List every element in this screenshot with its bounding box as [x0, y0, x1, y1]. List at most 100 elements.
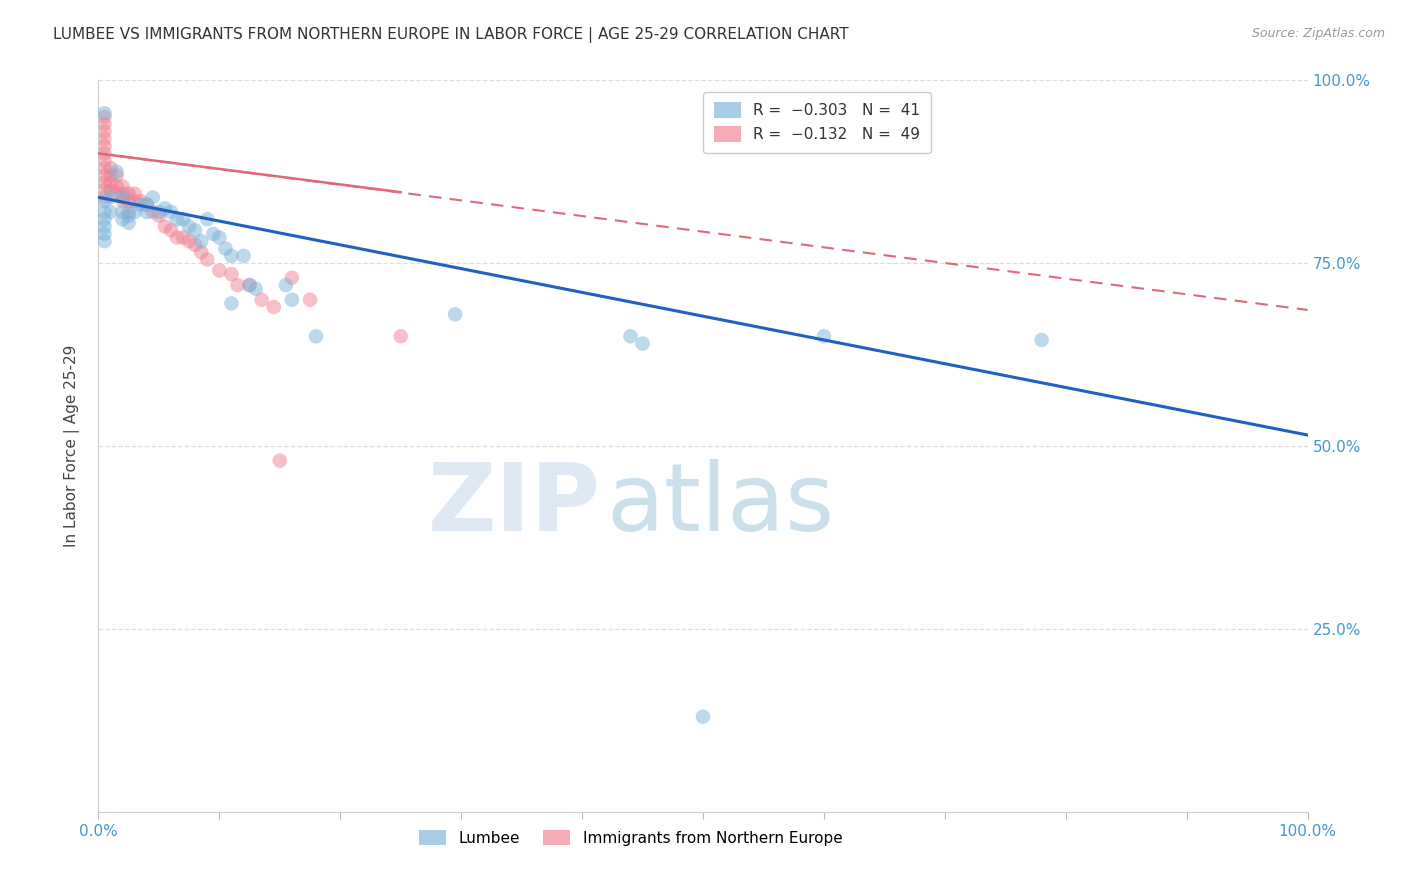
Point — [135, 197, 157, 211]
Point — [221, 267, 243, 281]
Text: atlas: atlas — [606, 458, 835, 550]
Point — [93, 106, 115, 120]
Point — [226, 278, 249, 293]
Point — [184, 223, 207, 237]
Point — [105, 179, 128, 194]
Point — [389, 329, 412, 343]
Legend: Lumbee, Immigrants from Northern Europe: Lumbee, Immigrants from Northern Europe — [412, 823, 848, 852]
Point — [153, 219, 176, 234]
Text: LUMBEE VS IMMIGRANTS FROM NORTHERN EUROPE IN LABOR FORCE | AGE 25-29 CORRELATION: LUMBEE VS IMMIGRANTS FROM NORTHERN EUROP… — [53, 27, 849, 43]
Point — [124, 205, 146, 219]
Point — [190, 245, 212, 260]
Point — [142, 205, 165, 219]
Point — [281, 293, 304, 307]
Point — [93, 146, 115, 161]
Point — [93, 153, 115, 168]
Point — [172, 212, 194, 227]
Point — [239, 278, 262, 293]
Y-axis label: In Labor Force | Age 25-29: In Labor Force | Age 25-29 — [63, 345, 80, 547]
Point — [100, 190, 122, 204]
Point — [263, 300, 285, 314]
Point — [444, 307, 467, 321]
Point — [124, 186, 146, 201]
Point — [221, 296, 243, 310]
Point — [100, 176, 122, 190]
Point — [93, 227, 115, 241]
Point — [111, 190, 134, 204]
Point — [93, 176, 115, 190]
Point — [93, 117, 115, 131]
Point — [93, 139, 115, 153]
Point — [813, 329, 835, 343]
Point — [100, 205, 122, 219]
Point — [160, 205, 183, 219]
Point — [118, 209, 141, 223]
Point — [179, 219, 201, 234]
Point — [93, 124, 115, 138]
Point — [631, 336, 654, 351]
Point — [195, 252, 218, 267]
Point — [93, 161, 115, 175]
Point — [129, 197, 152, 211]
Point — [195, 212, 218, 227]
Point — [148, 209, 170, 223]
Point — [619, 329, 641, 343]
Point — [179, 234, 201, 248]
Point — [111, 194, 134, 208]
Point — [93, 205, 115, 219]
Point — [124, 194, 146, 208]
Point — [118, 194, 141, 208]
Point — [135, 197, 157, 211]
Point — [105, 169, 128, 183]
Point — [305, 329, 328, 343]
Point — [93, 234, 115, 248]
Point — [208, 263, 231, 277]
Point — [111, 179, 134, 194]
Point — [111, 212, 134, 227]
Point — [129, 194, 152, 208]
Point — [100, 169, 122, 183]
Point — [692, 709, 714, 723]
Point — [299, 293, 322, 307]
Point — [1031, 333, 1053, 347]
Point — [214, 242, 236, 256]
Point — [153, 202, 176, 216]
Point — [135, 205, 157, 219]
Point — [105, 186, 128, 201]
Point — [100, 183, 122, 197]
Point — [118, 186, 141, 201]
Point — [202, 227, 225, 241]
Point — [172, 230, 194, 244]
Point — [93, 132, 115, 146]
Point — [232, 249, 254, 263]
Point — [166, 230, 188, 244]
Point — [239, 278, 262, 293]
Point — [105, 164, 128, 178]
Point — [281, 270, 304, 285]
Point — [250, 293, 273, 307]
Point — [142, 190, 165, 204]
Point — [111, 205, 134, 219]
Point — [100, 161, 122, 175]
Text: ZIP: ZIP — [427, 458, 600, 550]
Point — [93, 190, 115, 204]
Point — [93, 212, 115, 227]
Point — [93, 183, 115, 197]
Point — [166, 212, 188, 227]
Point — [184, 237, 207, 252]
Point — [93, 110, 115, 124]
Point — [93, 219, 115, 234]
Point — [118, 216, 141, 230]
Point — [269, 453, 291, 467]
Point — [160, 223, 183, 237]
Point — [118, 205, 141, 219]
Point — [274, 278, 297, 293]
Point — [148, 205, 170, 219]
Text: Source: ZipAtlas.com: Source: ZipAtlas.com — [1251, 27, 1385, 40]
Point — [93, 194, 115, 208]
Point — [190, 234, 212, 248]
Point — [93, 169, 115, 183]
Point — [111, 186, 134, 201]
Point — [245, 282, 267, 296]
Point — [208, 230, 231, 244]
